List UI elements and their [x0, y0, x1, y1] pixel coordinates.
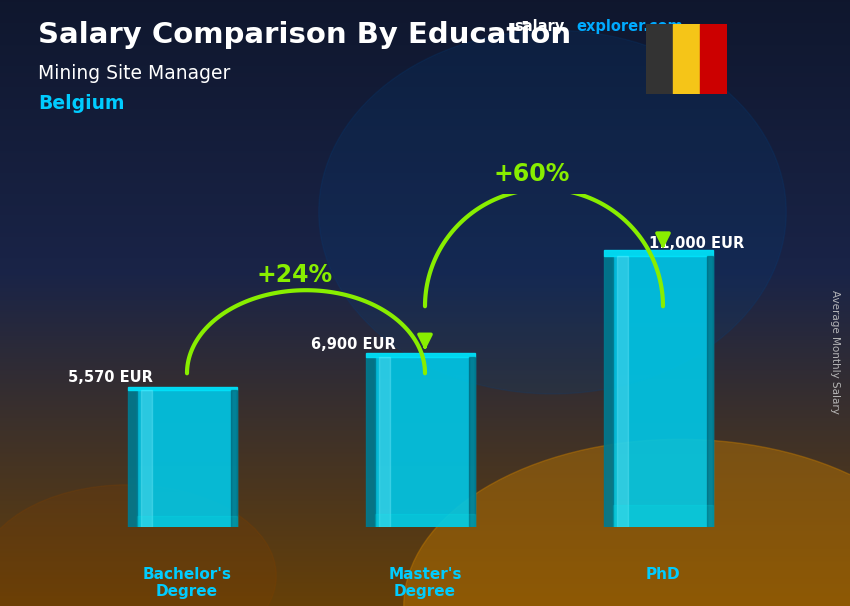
Bar — [613, 505, 713, 527]
Bar — [141, 390, 152, 527]
Text: PhD: PhD — [646, 567, 680, 582]
Bar — [604, 256, 613, 527]
Bar — [469, 357, 475, 527]
Text: +24%: +24% — [256, 263, 332, 287]
Text: Bachelor's
Degree: Bachelor's Degree — [143, 567, 231, 599]
Ellipse shape — [0, 485, 276, 606]
Text: Average Monthly Salary: Average Monthly Salary — [830, 290, 840, 413]
Bar — [604, 250, 713, 256]
Bar — [137, 516, 237, 527]
Bar — [673, 24, 700, 94]
Bar — [613, 256, 713, 527]
Bar — [137, 390, 237, 527]
Text: 5,570 EUR: 5,570 EUR — [68, 370, 153, 385]
Bar — [366, 353, 475, 357]
Bar — [375, 514, 475, 527]
Bar — [375, 357, 475, 527]
Bar — [646, 24, 673, 94]
Text: Salary Comparison By Education: Salary Comparison By Education — [38, 21, 571, 49]
Ellipse shape — [319, 30, 786, 394]
Text: 6,900 EUR: 6,900 EUR — [311, 337, 396, 352]
Text: Master's
Degree: Master's Degree — [388, 567, 462, 599]
Text: explorer.com: explorer.com — [576, 19, 683, 35]
Text: 11,000 EUR: 11,000 EUR — [649, 236, 744, 251]
Text: +60%: +60% — [494, 162, 570, 185]
Bar — [617, 256, 628, 527]
Bar — [707, 256, 713, 527]
Bar — [366, 357, 375, 527]
Bar — [700, 24, 727, 94]
Bar — [128, 390, 137, 527]
Text: salary: salary — [514, 19, 564, 35]
Ellipse shape — [404, 439, 850, 606]
Text: Belgium: Belgium — [38, 94, 125, 113]
Text: Mining Site Manager: Mining Site Manager — [38, 64, 230, 82]
Bar — [379, 357, 390, 527]
Bar — [231, 390, 237, 527]
Bar — [128, 387, 237, 390]
